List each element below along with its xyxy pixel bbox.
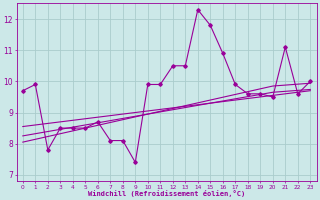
X-axis label: Windchill (Refroidissement éolien,°C): Windchill (Refroidissement éolien,°C) (88, 190, 245, 197)
